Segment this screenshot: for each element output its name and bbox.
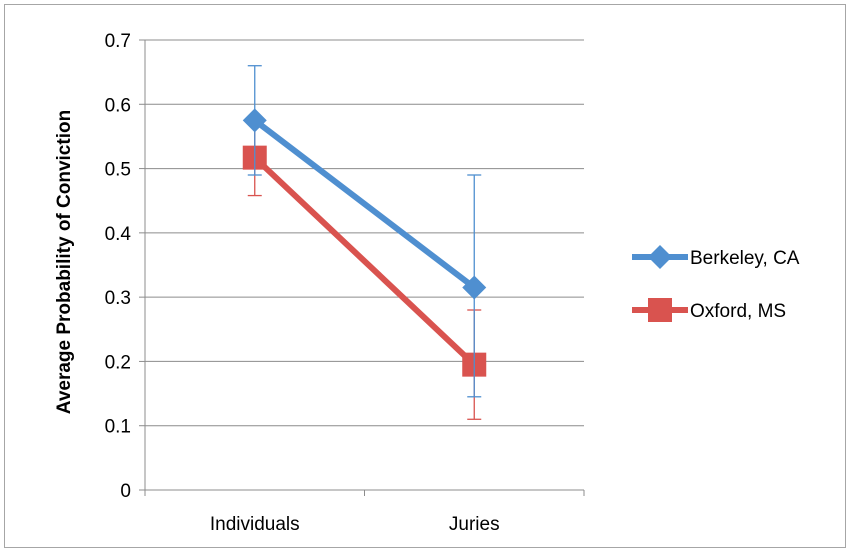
series-line <box>252 117 477 290</box>
y-tick-label: 0.3 <box>105 288 131 309</box>
x-tick-labels: Individuals Juries <box>210 514 500 535</box>
legend-label: Berkeley, CA <box>690 248 800 269</box>
y-tick-label: 0.6 <box>105 95 131 116</box>
y-tick-labels: 0 0.1 0.2 0.3 0.4 0.5 0.6 0.7 <box>105 31 132 502</box>
y-tick-label: 0.5 <box>105 160 131 181</box>
x-tick-label: Juries <box>449 514 500 535</box>
y-axis-title: Average Probability of Conviction <box>54 110 75 414</box>
series <box>242 65 487 420</box>
data-point <box>462 275 487 300</box>
legend-entry: Oxford, MS <box>632 298 786 322</box>
y-tick-label: 0 <box>120 481 131 502</box>
gridlines <box>145 39 584 427</box>
x-tick-label: Individuals <box>210 514 300 535</box>
y-tick-label: 0.1 <box>105 417 131 438</box>
legend-entry: Berkeley, CA <box>632 245 800 269</box>
chart-frame <box>4 4 846 548</box>
data-point <box>242 108 267 133</box>
legend-label: Oxford, MS <box>690 301 786 322</box>
legend-marker <box>648 298 672 322</box>
series-line <box>252 155 477 367</box>
series-berkeley-ca <box>242 65 487 398</box>
y-tick-label: 0.2 <box>105 352 131 373</box>
y-tick-label: 0.7 <box>105 31 131 52</box>
axes <box>139 39 585 496</box>
legend-marker <box>648 245 672 269</box>
legend: Berkeley, CA Oxford, MS <box>632 245 800 322</box>
y-tick-label: 0.4 <box>105 224 132 245</box>
